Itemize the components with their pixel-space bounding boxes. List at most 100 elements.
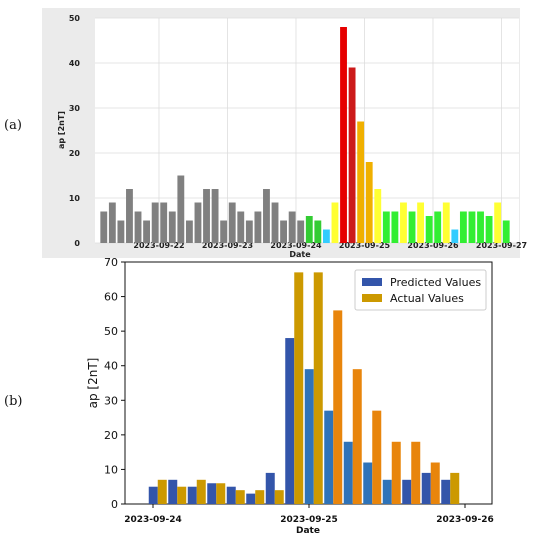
chart-b-bar-actual [255,490,265,504]
chart-b-bar-actual [411,441,421,504]
chart-a-bar [245,220,253,243]
chart-a-bar [425,216,433,243]
chart-a-bar [126,189,133,243]
chart-b-bar-predicted [402,479,412,504]
chart-a-bar [340,27,347,243]
chart-b-bar-predicted [304,369,314,504]
chart-b-ytick-label: 40 [104,360,118,373]
chart-b-bar-actual [216,483,226,504]
chart-a-ytick-label: 30 [69,104,81,113]
chart-a-bar [382,211,390,243]
panel-label-b: (b) [4,394,23,409]
chart-b-bar-predicted [441,479,451,504]
chart-b-bar-predicted [226,486,236,504]
chart-b-bar-predicted [265,472,275,504]
chart-a-bar [331,202,339,243]
chart-a-xtick-label: 2023-09-23 [202,241,253,250]
chart-b-ytick-label: 60 [104,291,118,304]
chart-a-bar [117,220,125,243]
chart-a-bar [297,220,305,243]
chart-b-bar-predicted [187,486,197,504]
chart-a-bar [434,211,442,243]
chart-a-bar [494,202,502,243]
chart-a-bar [211,189,219,243]
chart-b-bar-actual [352,369,362,504]
chart-a-xlabel: Date [289,250,311,259]
chart-b-ytick-label: 20 [104,429,118,442]
chart-a-bar [459,211,467,243]
chart-b-bar-predicted [207,483,217,504]
chart-b-legend-label: Predicted Values [390,276,481,289]
chart-b-bar-actual [372,410,382,504]
chart-a-bar [194,202,202,243]
chart-b-xtick-label: 2023-09-26 [436,515,494,525]
chart-a-bar [237,211,245,243]
chart-a-ylabel: ap [2nT] [57,111,66,149]
chart-a-bar [177,175,185,243]
chart-a-bar [314,220,322,243]
chart-b-bar-actual [391,441,401,504]
chart-b-bar-predicted [148,486,158,504]
chart-a-xtick-label: 2023-09-25 [339,241,391,250]
chart-b-ytick-label: 0 [111,498,118,511]
chart-a-bar [203,189,210,243]
chart-b-bar-actual [430,462,440,504]
chart-b-ytick-label: 50 [104,325,118,338]
chart-a-bar [288,211,296,243]
chart-b-bar-actual [235,490,245,504]
chart-b-ytick-label: 30 [104,394,118,407]
chart-a-ytick-label: 10 [69,194,81,203]
chart-a-bar [365,162,373,243]
chart-b-xtick-label: 2023-09-25 [280,515,338,525]
chart-b-ylabel: ap [2nT] [86,358,100,409]
chart-b-bar-actual [333,310,343,504]
chart-a-bar [228,202,236,243]
chart-a-bar [143,220,151,243]
chart-a-bar [271,202,279,243]
chart-b-bar-predicted [168,479,178,504]
chart-b-bar-actual [177,486,187,504]
chart-a-ytick-label: 0 [74,239,80,248]
chart-b-bar-predicted [363,462,373,504]
chart-a-bar [477,211,484,243]
chart-a-bar [108,202,116,243]
chart-a-bar [468,211,476,243]
chart-a-xtick-label: 2023-09-24 [270,241,322,250]
chart-a-bar [485,216,493,243]
chart-a-bar [442,202,450,243]
chart-b-ytick-label: 70 [104,256,118,269]
chart-a-bar [451,229,459,243]
chart-b-bar-predicted [343,441,353,504]
chart-a-bar [408,211,416,243]
chart-b-bar-predicted [246,493,256,504]
chart-a-ytick-label: 40 [69,59,81,68]
chart-a-bar [322,229,330,243]
chart-b-bar-predicted [382,479,392,504]
chart-b-bar-predicted [421,472,431,504]
chart-b-bar-actual [313,272,323,504]
chart-b-legend [354,269,487,311]
chart-a-bar [254,211,262,243]
chart-a-bar [305,216,313,243]
chart-b-bar-actual [157,479,167,504]
chart-a-bar [374,189,382,243]
chart-a-bar [400,202,407,243]
chart-b-legend-swatch [362,278,382,286]
chart-a-xtick-label: 2023-09-27 [476,241,527,250]
chart-a-ytick-label: 20 [69,149,81,158]
chart-b-bar-predicted [324,410,334,504]
chart-a-xtick-label: 2023-09-22 [133,241,184,250]
chart-a-ytick-label: 50 [69,14,81,23]
chart-a-bar [280,220,288,243]
chart-a-bar [348,67,356,243]
chart-a-bar [357,121,365,243]
chart-a-bar [417,202,425,243]
chart-a-bar [502,220,510,243]
chart-a-bar [160,202,168,243]
chart-a-bar [168,211,176,243]
chart-a-bar [134,211,142,243]
chart-b-bar-predicted [285,338,295,504]
panel-label-a: (a) [4,118,22,133]
chart-b-bar-actual [274,490,284,504]
